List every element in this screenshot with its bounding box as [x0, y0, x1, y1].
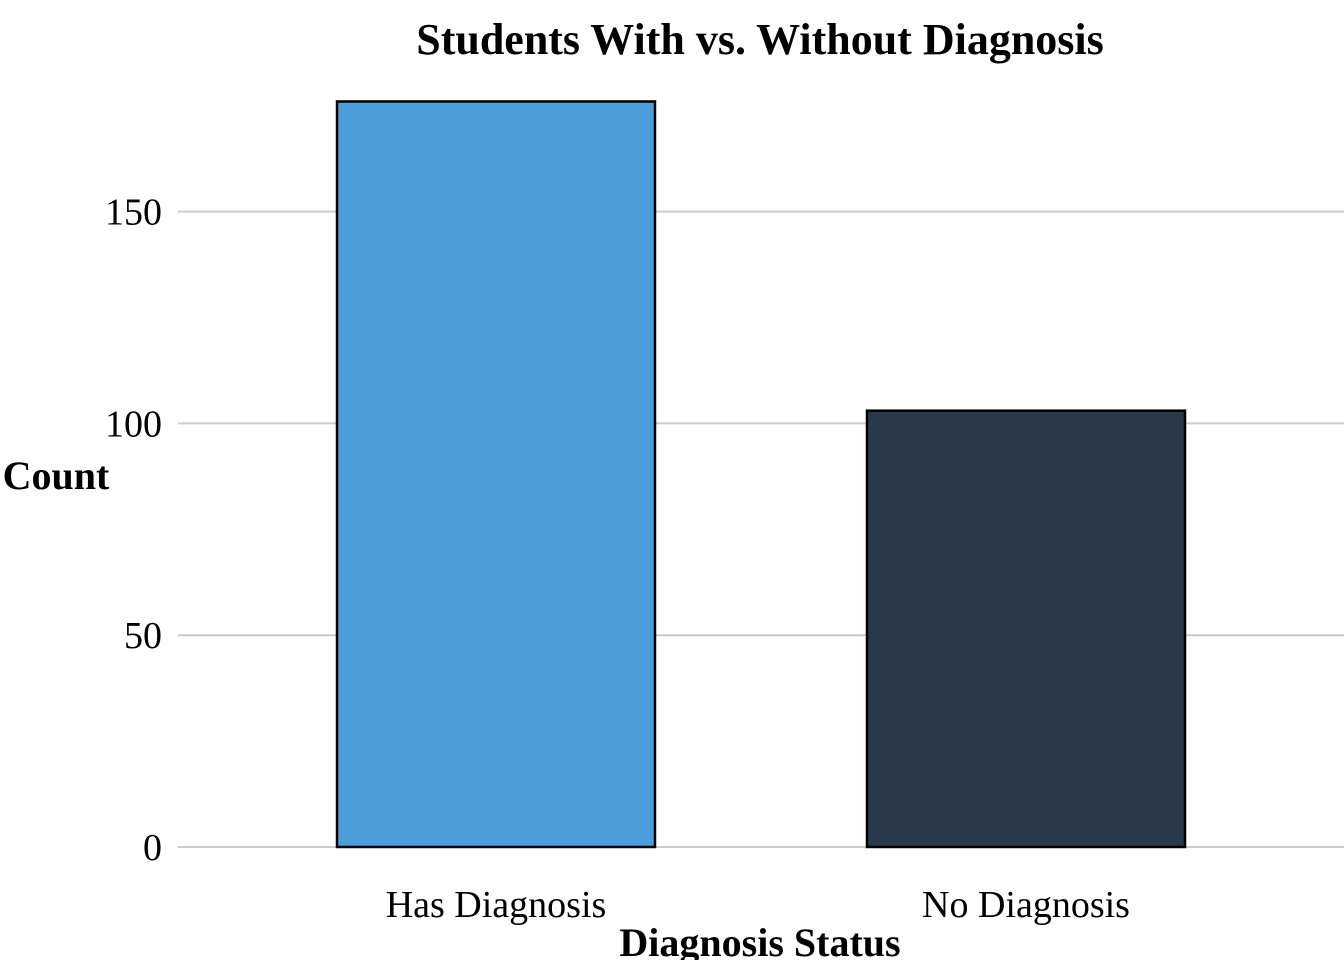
bar-has-diagnosis: [335, 100, 657, 849]
chart-title: Students With vs. Without Diagnosis: [416, 15, 1104, 64]
bar-no-diagnosis: [865, 409, 1187, 849]
y-axis-title: Count: [3, 453, 110, 498]
y-tick-label: 50: [124, 615, 162, 657]
x-tick-label: No Diagnosis: [922, 884, 1130, 926]
x-axis-title: Diagnosis Status: [619, 920, 900, 960]
y-tick-label: 100: [105, 403, 162, 445]
x-axis-ticks: Has Diagnosis No Diagnosis: [386, 884, 1130, 926]
x-tick-label: Has Diagnosis: [386, 884, 607, 926]
y-tick-label: 150: [105, 192, 162, 234]
bars: [335, 100, 1187, 849]
y-axis-ticks: 0 50 100 150: [105, 192, 162, 869]
y-tick-label: 0: [143, 827, 162, 869]
